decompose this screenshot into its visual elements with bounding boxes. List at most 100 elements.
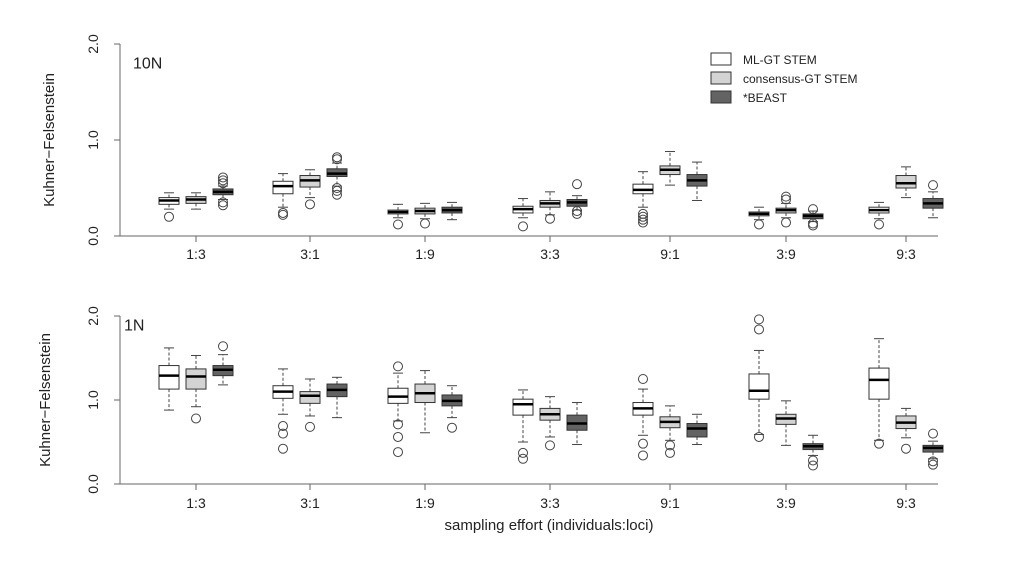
box-consensus-GT STEM-9:3	[895, 407, 917, 454]
box-*BEAST-3:3	[566, 179, 588, 219]
box-*BEAST-3:1	[326, 376, 348, 419]
x-tick-label: 3:9	[776, 246, 796, 262]
box-*BEAST-9:3	[922, 428, 944, 470]
x-tick-label: 9:3	[896, 246, 916, 262]
box-ML-GT STEM-3:9	[748, 314, 770, 442]
panel-10N: 0.0 1.0 2.0 Kuhner−Felsenstein 1:3 3:1 1:9 3:3 9…	[41, 34, 944, 262]
box-consensus-GT STEM-3:9	[775, 400, 797, 446]
y-tick-label: 0.0	[85, 474, 101, 494]
box-*BEAST-3:9	[802, 434, 824, 471]
x-tick-label: 1:9	[415, 495, 435, 511]
outlier-point	[278, 207, 288, 218]
legend-swatch	[710, 90, 732, 104]
x-tick-label: 9:1	[660, 246, 680, 262]
outlier-point	[808, 455, 818, 466]
iqr-box	[185, 368, 207, 390]
box-consensus-GT STEM-3:3	[539, 396, 561, 451]
outlier-point	[332, 152, 342, 163]
outlier-point	[754, 324, 764, 335]
x-tick-label: 3:1	[300, 246, 320, 262]
box-ML-GT STEM-9:1	[632, 374, 654, 461]
outlier-point	[393, 219, 403, 230]
legend: ML-GT STEM consensus-GT STEM *BEAST	[710, 52, 857, 105]
box-consensus-GT STEM-1:9	[414, 202, 436, 229]
outlier-point	[808, 460, 818, 471]
box-*BEAST-3:3	[566, 402, 588, 446]
x-tick-label: 3:9	[776, 495, 796, 511]
outlier-point	[572, 179, 582, 190]
box-ML-GT STEM-9:3	[868, 201, 890, 230]
box-ML-GT STEM-1:3	[158, 192, 180, 222]
outlier-point	[518, 221, 528, 232]
box-consensus-GT STEM-3:1	[299, 169, 321, 210]
outlier-point	[218, 197, 228, 208]
outlier-point	[218, 341, 228, 352]
iqr-box	[512, 398, 534, 416]
box-*BEAST-9:1	[686, 161, 708, 201]
box-consensus-GT STEM-1:3	[185, 192, 207, 210]
x-tick-label: 3:1	[300, 495, 320, 511]
y-axis-label: Kuhner−Felsenstein	[41, 73, 58, 207]
box-*BEAST-1:9	[441, 201, 463, 221]
outlier-point	[218, 200, 228, 211]
box-ML-GT STEM-9:1	[632, 171, 654, 228]
box-ML-GT STEM-1:3	[158, 347, 180, 411]
y-tick-label: 2.0	[85, 306, 101, 326]
outlier-point	[278, 421, 288, 432]
outlier-point	[218, 172, 228, 183]
outlier-point	[754, 314, 764, 325]
x-tick-label: 3:3	[540, 495, 560, 511]
legend-label: ML-GT STEM	[743, 53, 817, 67]
legend-label: *BEAST	[743, 91, 788, 105]
box-consensus-GT STEM-9:1	[659, 405, 681, 458]
x-tick-label: 3:3	[540, 246, 560, 262]
outlier-point	[928, 428, 938, 439]
outlier-point	[278, 443, 288, 454]
x-tick-label: 1:3	[186, 495, 206, 511]
box-consensus-GT STEM-3:1	[299, 378, 321, 432]
outlier-point	[278, 209, 288, 220]
outlier-point	[218, 178, 228, 189]
y-axis-label: Kuhner−Felsenstein	[37, 333, 54, 467]
outlier-point	[781, 191, 791, 202]
outlier-point	[332, 185, 342, 196]
box-consensus-GT STEM-1:3	[185, 354, 207, 424]
outlier-point	[874, 219, 884, 230]
outlier-point	[393, 447, 403, 458]
outlier-point	[420, 218, 430, 229]
outlier-point	[638, 214, 648, 225]
iqr-box	[158, 365, 180, 390]
outlier-point	[305, 421, 315, 432]
box-*BEAST-3:1	[326, 152, 348, 200]
x-tick-label: 9:1	[660, 495, 680, 511]
iqr-box	[748, 373, 770, 400]
box-consensus-GT STEM-3:9	[775, 191, 797, 228]
outlier-point	[572, 208, 582, 219]
outlier-point	[278, 428, 288, 439]
y-tick-label: 1.0	[85, 390, 101, 410]
x-tick-label: 1:9	[415, 246, 435, 262]
outlier-point	[218, 175, 228, 186]
box-consensus-GT STEM-9:3	[895, 166, 917, 199]
outlier-point	[518, 453, 528, 464]
outlier-point	[928, 459, 938, 470]
outlier-point	[665, 447, 675, 458]
panel-1N: 0.0 1.0 2.0 Kuhner−Felsenstein 1:3 3:1 1:9 3:3 9…	[37, 306, 944, 534]
outlier-point	[191, 413, 201, 424]
outlier-point	[754, 431, 764, 442]
x-tick-label: 9:3	[896, 495, 916, 511]
outlier-point	[874, 438, 884, 449]
outlier-point	[808, 220, 818, 231]
outlier-point	[164, 211, 174, 222]
box-*BEAST-9:1	[686, 413, 708, 446]
iqr-box	[895, 175, 917, 189]
outlier-point	[518, 447, 528, 458]
box-consensus-GT STEM-1:9	[414, 370, 436, 434]
box-consensus-GT STEM-3:3	[539, 191, 561, 224]
box-*BEAST-1:3	[212, 172, 234, 211]
box-ML-GT STEM-3:3	[512, 389, 534, 464]
box-*BEAST-1:3	[212, 341, 234, 386]
outlier-point	[545, 213, 555, 224]
